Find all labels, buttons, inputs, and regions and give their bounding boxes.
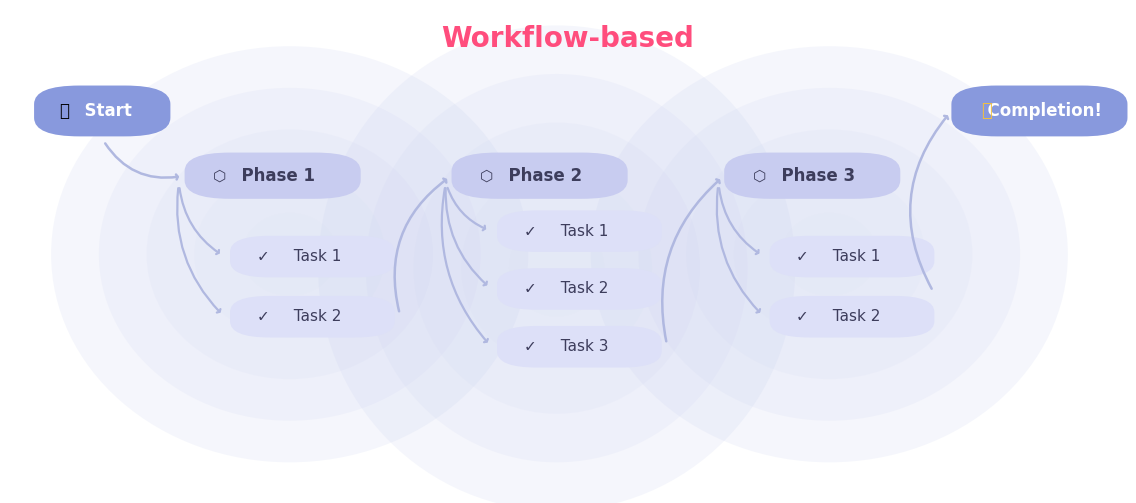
Text: Phase 3: Phase 3 [770, 166, 854, 185]
Ellipse shape [734, 171, 925, 338]
FancyBboxPatch shape [498, 268, 661, 310]
Text: ⬡: ⬡ [214, 168, 226, 183]
Ellipse shape [366, 74, 747, 462]
FancyBboxPatch shape [229, 236, 395, 277]
Text: Phase 2: Phase 2 [498, 166, 582, 185]
Text: Completion!: Completion! [977, 102, 1102, 120]
Text: Task 2: Task 2 [551, 282, 608, 296]
FancyBboxPatch shape [229, 296, 395, 338]
FancyBboxPatch shape [498, 210, 661, 252]
Ellipse shape [638, 88, 1020, 421]
FancyBboxPatch shape [770, 296, 934, 338]
Text: ✓: ✓ [257, 309, 269, 324]
Text: Task 1: Task 1 [824, 249, 880, 264]
FancyBboxPatch shape [498, 326, 661, 368]
FancyBboxPatch shape [725, 152, 900, 199]
FancyBboxPatch shape [952, 86, 1127, 136]
Text: ✓: ✓ [257, 249, 269, 264]
Text: ✓: ✓ [796, 249, 809, 264]
Text: Task 2: Task 2 [824, 309, 880, 324]
Text: Task 3: Task 3 [551, 339, 608, 354]
Text: Workflow-based: Workflow-based [442, 25, 694, 53]
Ellipse shape [147, 129, 433, 379]
Text: 🚩: 🚩 [59, 102, 69, 120]
Text: ✓: ✓ [796, 309, 809, 324]
FancyBboxPatch shape [34, 86, 170, 136]
Text: ✓: ✓ [524, 282, 536, 296]
Ellipse shape [51, 46, 528, 462]
Text: ✨: ✨ [982, 102, 992, 120]
Text: Phase 1: Phase 1 [231, 166, 315, 185]
Ellipse shape [318, 26, 795, 503]
Text: ⬡: ⬡ [753, 168, 766, 183]
Text: Task 1: Task 1 [284, 249, 341, 264]
Ellipse shape [414, 123, 700, 414]
Ellipse shape [99, 88, 481, 421]
Ellipse shape [591, 46, 1068, 462]
Ellipse shape [686, 129, 972, 379]
Text: Task 2: Task 2 [284, 309, 341, 324]
FancyBboxPatch shape [770, 236, 934, 277]
Text: ⬡: ⬡ [481, 168, 493, 183]
FancyBboxPatch shape [451, 152, 627, 199]
Ellipse shape [461, 171, 652, 365]
Text: ✓: ✓ [524, 339, 536, 354]
Ellipse shape [194, 171, 385, 338]
Text: ✓: ✓ [524, 224, 536, 238]
Text: Task 1: Task 1 [551, 224, 608, 238]
FancyBboxPatch shape [184, 152, 361, 199]
Text: Start: Start [73, 102, 132, 120]
